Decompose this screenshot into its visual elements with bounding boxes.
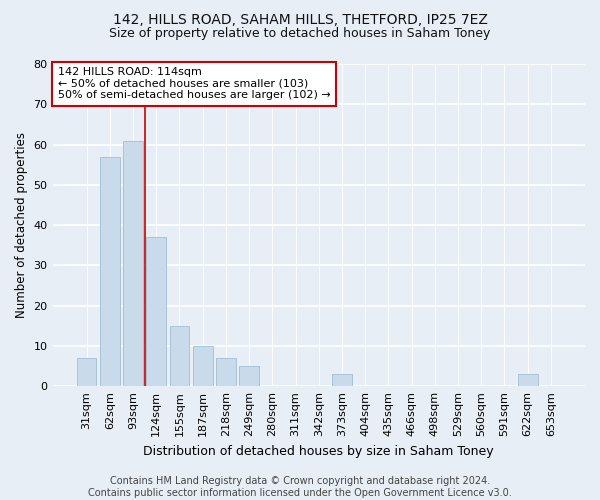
- Bar: [170, 326, 190, 386]
- Bar: [123, 140, 143, 386]
- Text: Size of property relative to detached houses in Saham Toney: Size of property relative to detached ho…: [109, 28, 491, 40]
- Bar: [193, 346, 212, 386]
- Text: 142 HILLS ROAD: 114sqm
← 50% of detached houses are smaller (103)
50% of semi-de: 142 HILLS ROAD: 114sqm ← 50% of detached…: [58, 67, 331, 100]
- Bar: [216, 358, 236, 386]
- Bar: [100, 156, 119, 386]
- Text: Contains HM Land Registry data © Crown copyright and database right 2024.
Contai: Contains HM Land Registry data © Crown c…: [88, 476, 512, 498]
- Bar: [239, 366, 259, 386]
- Y-axis label: Number of detached properties: Number of detached properties: [15, 132, 28, 318]
- Bar: [77, 358, 97, 386]
- Bar: [518, 374, 538, 386]
- Bar: [146, 237, 166, 386]
- Bar: [332, 374, 352, 386]
- X-axis label: Distribution of detached houses by size in Saham Toney: Distribution of detached houses by size …: [143, 444, 494, 458]
- Text: 142, HILLS ROAD, SAHAM HILLS, THETFORD, IP25 7EZ: 142, HILLS ROAD, SAHAM HILLS, THETFORD, …: [113, 12, 487, 26]
